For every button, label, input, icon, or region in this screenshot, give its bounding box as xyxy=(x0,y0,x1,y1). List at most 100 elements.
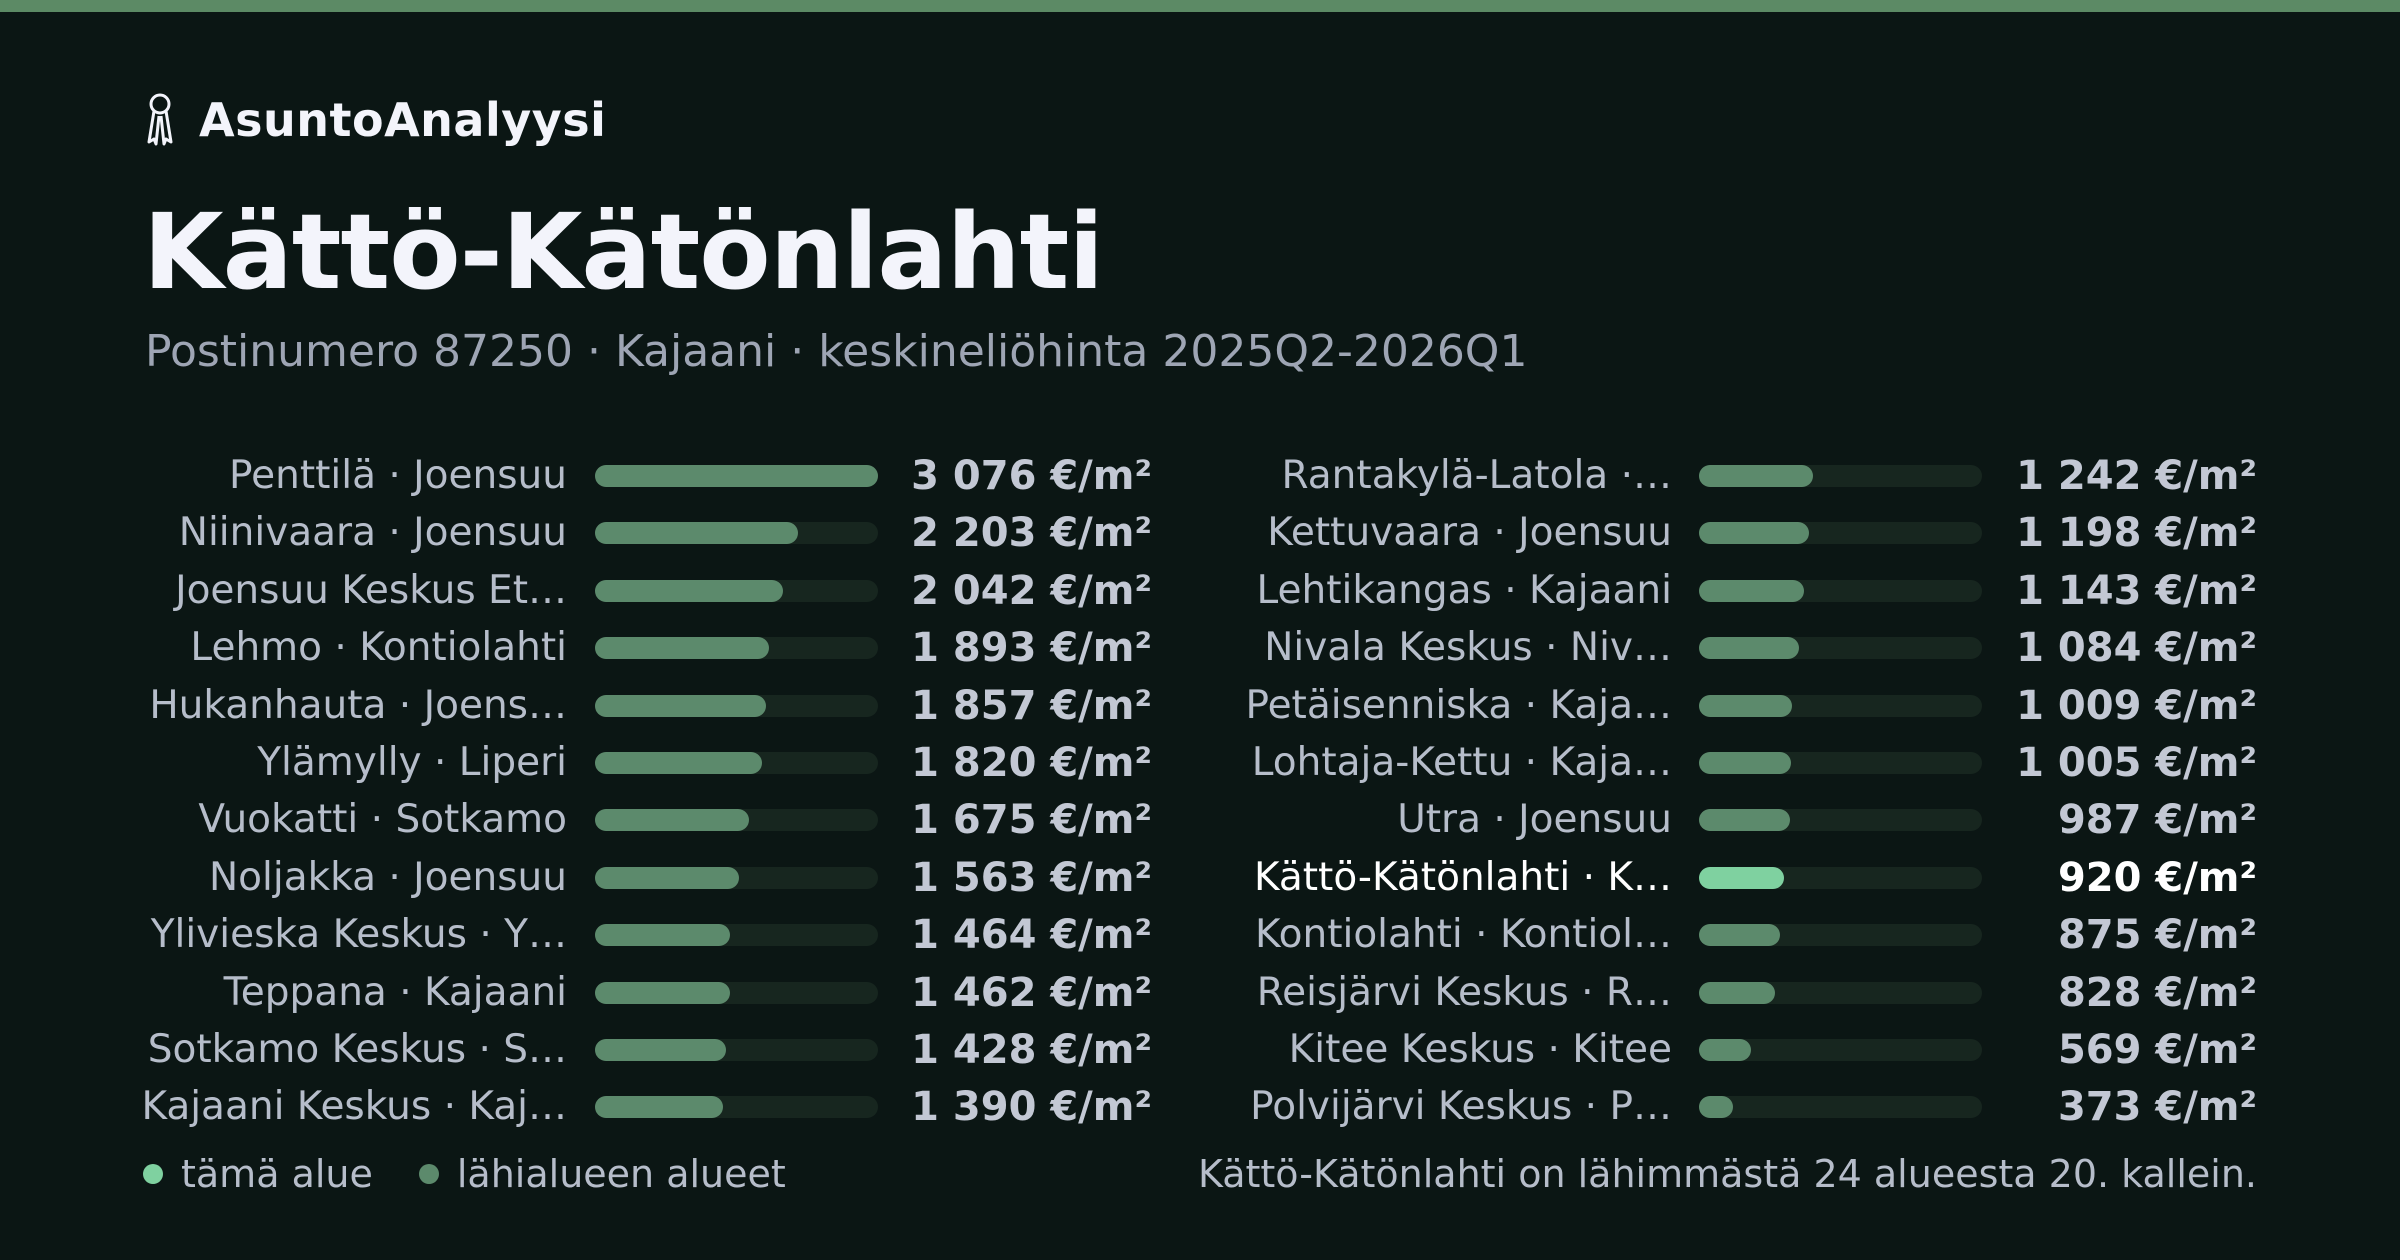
bar xyxy=(595,1096,723,1119)
bar-row-current-area: Kättö-Kätönlahti · K… 920 €/m² xyxy=(0,852,2400,904)
bar-label: Kontiolahti · Kontiol… xyxy=(1254,912,1672,958)
bar xyxy=(595,924,730,947)
bar-value-label: 1 390 €/m² xyxy=(911,1084,1152,1131)
bar-value-label: 1 820 €/m² xyxy=(911,740,1152,786)
bar xyxy=(1699,579,1805,602)
bar-label: Joensuu Keskus Et… xyxy=(175,567,567,613)
bar-row: Sotkamo Keskus · S… 1 428 €/m² xyxy=(0,1024,2400,1076)
bar xyxy=(1699,866,1784,889)
bar-track xyxy=(595,924,878,947)
bar-track xyxy=(595,579,878,602)
bar xyxy=(595,637,770,660)
bar xyxy=(595,579,783,602)
bar xyxy=(595,809,750,832)
bar-label: Nivala Keskus · Niv… xyxy=(1264,625,1672,671)
bar xyxy=(1699,1096,1734,1119)
bar-track xyxy=(595,465,878,487)
bar-label: Vuokatti · Sotkamo xyxy=(198,797,567,843)
bar-label: Kättö-Kätönlahti · K… xyxy=(1253,854,1672,900)
bar-row: Kontiolahti · Kontiol… 875 €/m² xyxy=(0,909,2400,961)
bar-row: Teppana · Kajaani 1 462 €/m² xyxy=(0,967,2400,1019)
bar-value-label: 373 €/m² xyxy=(2057,1084,2257,1131)
brand-name: AsuntoAnalyysi xyxy=(199,93,607,147)
bar-value-label: 1 005 €/m² xyxy=(2016,740,2257,786)
bar-label: Kajaani Keskus · Kaj… xyxy=(141,1084,567,1130)
bar-row: Penttilä · Joensuu 3 076 €/m² xyxy=(0,450,2400,502)
bar-value-label: 1 084 €/m² xyxy=(2016,625,2257,672)
bar-label: Hukanhauta · Joens… xyxy=(149,682,567,728)
bar-row: Lehmo · Kontiolahti 1 893 €/m² xyxy=(0,622,2400,674)
bar xyxy=(1699,752,1792,774)
bar-track xyxy=(1699,1039,1982,1061)
bar-value-label: 828 €/m² xyxy=(2057,969,2257,1016)
bar-label: Kettuvaara · Joensuu xyxy=(1267,510,1672,556)
bar-track xyxy=(595,1096,878,1119)
bar-row: Reisjärvi Keskus · R… 828 €/m² xyxy=(0,967,2400,1019)
legend-dot-this-area xyxy=(143,1164,163,1184)
bar-value-label: 1 563 €/m² xyxy=(911,854,1152,901)
bar-row: Lohtaja-Kettu · Kaja… 1 005 €/m² xyxy=(0,737,2400,789)
bar-value-label: 1 675 €/m² xyxy=(911,797,1152,844)
bar-track xyxy=(1699,579,1982,602)
bar-track xyxy=(595,866,878,889)
bar-track xyxy=(1699,924,1982,947)
bar xyxy=(1699,809,1790,832)
bar-row: Ylivieska Keskus · Y… 1 464 €/m² xyxy=(0,909,2400,961)
legend-item-nearby-areas: lähialueen alueet xyxy=(418,1152,786,1196)
bar-track xyxy=(595,637,878,660)
bar-track xyxy=(1699,465,1982,487)
bar-value-label: 3 076 €/m² xyxy=(911,453,1152,499)
bar-label: Reisjärvi Keskus · R… xyxy=(1256,969,1672,1015)
bar-track xyxy=(595,809,878,832)
bar-value-label: 1 009 €/m² xyxy=(2016,682,2257,729)
bar-value-label: 569 €/m² xyxy=(2057,1027,2257,1073)
accent-top-bar xyxy=(0,0,2400,12)
bar-track xyxy=(595,1039,878,1061)
bar xyxy=(1699,637,1799,660)
bar-row: Kitee Keskus · Kitee 569 €/m² xyxy=(0,1024,2400,1076)
bar-track xyxy=(595,752,878,774)
bar-track xyxy=(1699,694,1982,717)
bar xyxy=(1699,694,1792,717)
bar-value-label: 875 €/m² xyxy=(2057,912,2257,959)
bar-row: Rantakylä-Latola ·… 1 242 €/m² xyxy=(0,450,2400,502)
bar-row: Ylämylly · Liperi 1 820 €/m² xyxy=(0,737,2400,789)
bar xyxy=(595,522,798,545)
bar-value-label: 1 857 €/m² xyxy=(911,682,1152,729)
bar-row: Vuokatti · Sotkamo 1 675 €/m² xyxy=(0,794,2400,846)
bar-value-label: 1 893 €/m² xyxy=(911,625,1152,672)
bar-value-label: 1 428 €/m² xyxy=(911,1027,1152,1073)
bar xyxy=(595,1039,727,1061)
bar-value-label: 987 €/m² xyxy=(2057,797,2257,844)
legend-label-this-area: tämä alue xyxy=(181,1152,373,1196)
bar-track xyxy=(595,522,878,545)
bar-label: Rantakylä-Latola ·… xyxy=(1281,453,1672,498)
bar xyxy=(1699,1039,1752,1061)
bar-row: Utra · Joensuu 987 €/m² xyxy=(0,794,2400,846)
bar-value-label: 1 143 €/m² xyxy=(2016,567,2257,614)
bar-label: Utra · Joensuu xyxy=(1397,797,1672,843)
bar-label: Petäisenniska · Kaja… xyxy=(1245,682,1672,728)
bar-row: Kettuvaara · Joensuu 1 198 €/m² xyxy=(0,507,2400,559)
bar-track xyxy=(1699,752,1982,774)
bar-value-label: 920 €/m² xyxy=(2057,854,2257,901)
bar-value-label: 1 198 €/m² xyxy=(2016,510,2257,557)
bar-label: Sotkamo Keskus · S… xyxy=(147,1027,567,1072)
bar-row: Petäisenniska · Kaja… 1 009 €/m² xyxy=(0,680,2400,732)
bar xyxy=(1699,924,1780,947)
bar-row: Polvijärvi Keskus · P… 373 €/m² xyxy=(0,1081,2400,1133)
page-title: Kättö-Kätönlahti xyxy=(143,191,1104,313)
bar-track xyxy=(595,981,878,1004)
bar-track xyxy=(595,694,878,717)
bar-value-label: 1 464 €/m² xyxy=(911,912,1152,959)
bar-track xyxy=(1699,866,1982,889)
keys-icon xyxy=(147,93,173,146)
bar-row: Kajaani Keskus · Kaj… 1 390 €/m² xyxy=(0,1081,2400,1133)
chart-legend: tämä alue lähialueen alueet xyxy=(143,1152,832,1196)
brand: AsuntoAnalyysi xyxy=(143,92,606,148)
page-subtitle: Postinumero 87250 · Kajaani · keskineliö… xyxy=(145,326,1528,377)
bar-value-label: 1 242 €/m² xyxy=(2016,453,2257,499)
bar-label: Niinivaara · Joensuu xyxy=(178,510,567,556)
bar-value-label: 2 203 €/m² xyxy=(911,510,1152,557)
